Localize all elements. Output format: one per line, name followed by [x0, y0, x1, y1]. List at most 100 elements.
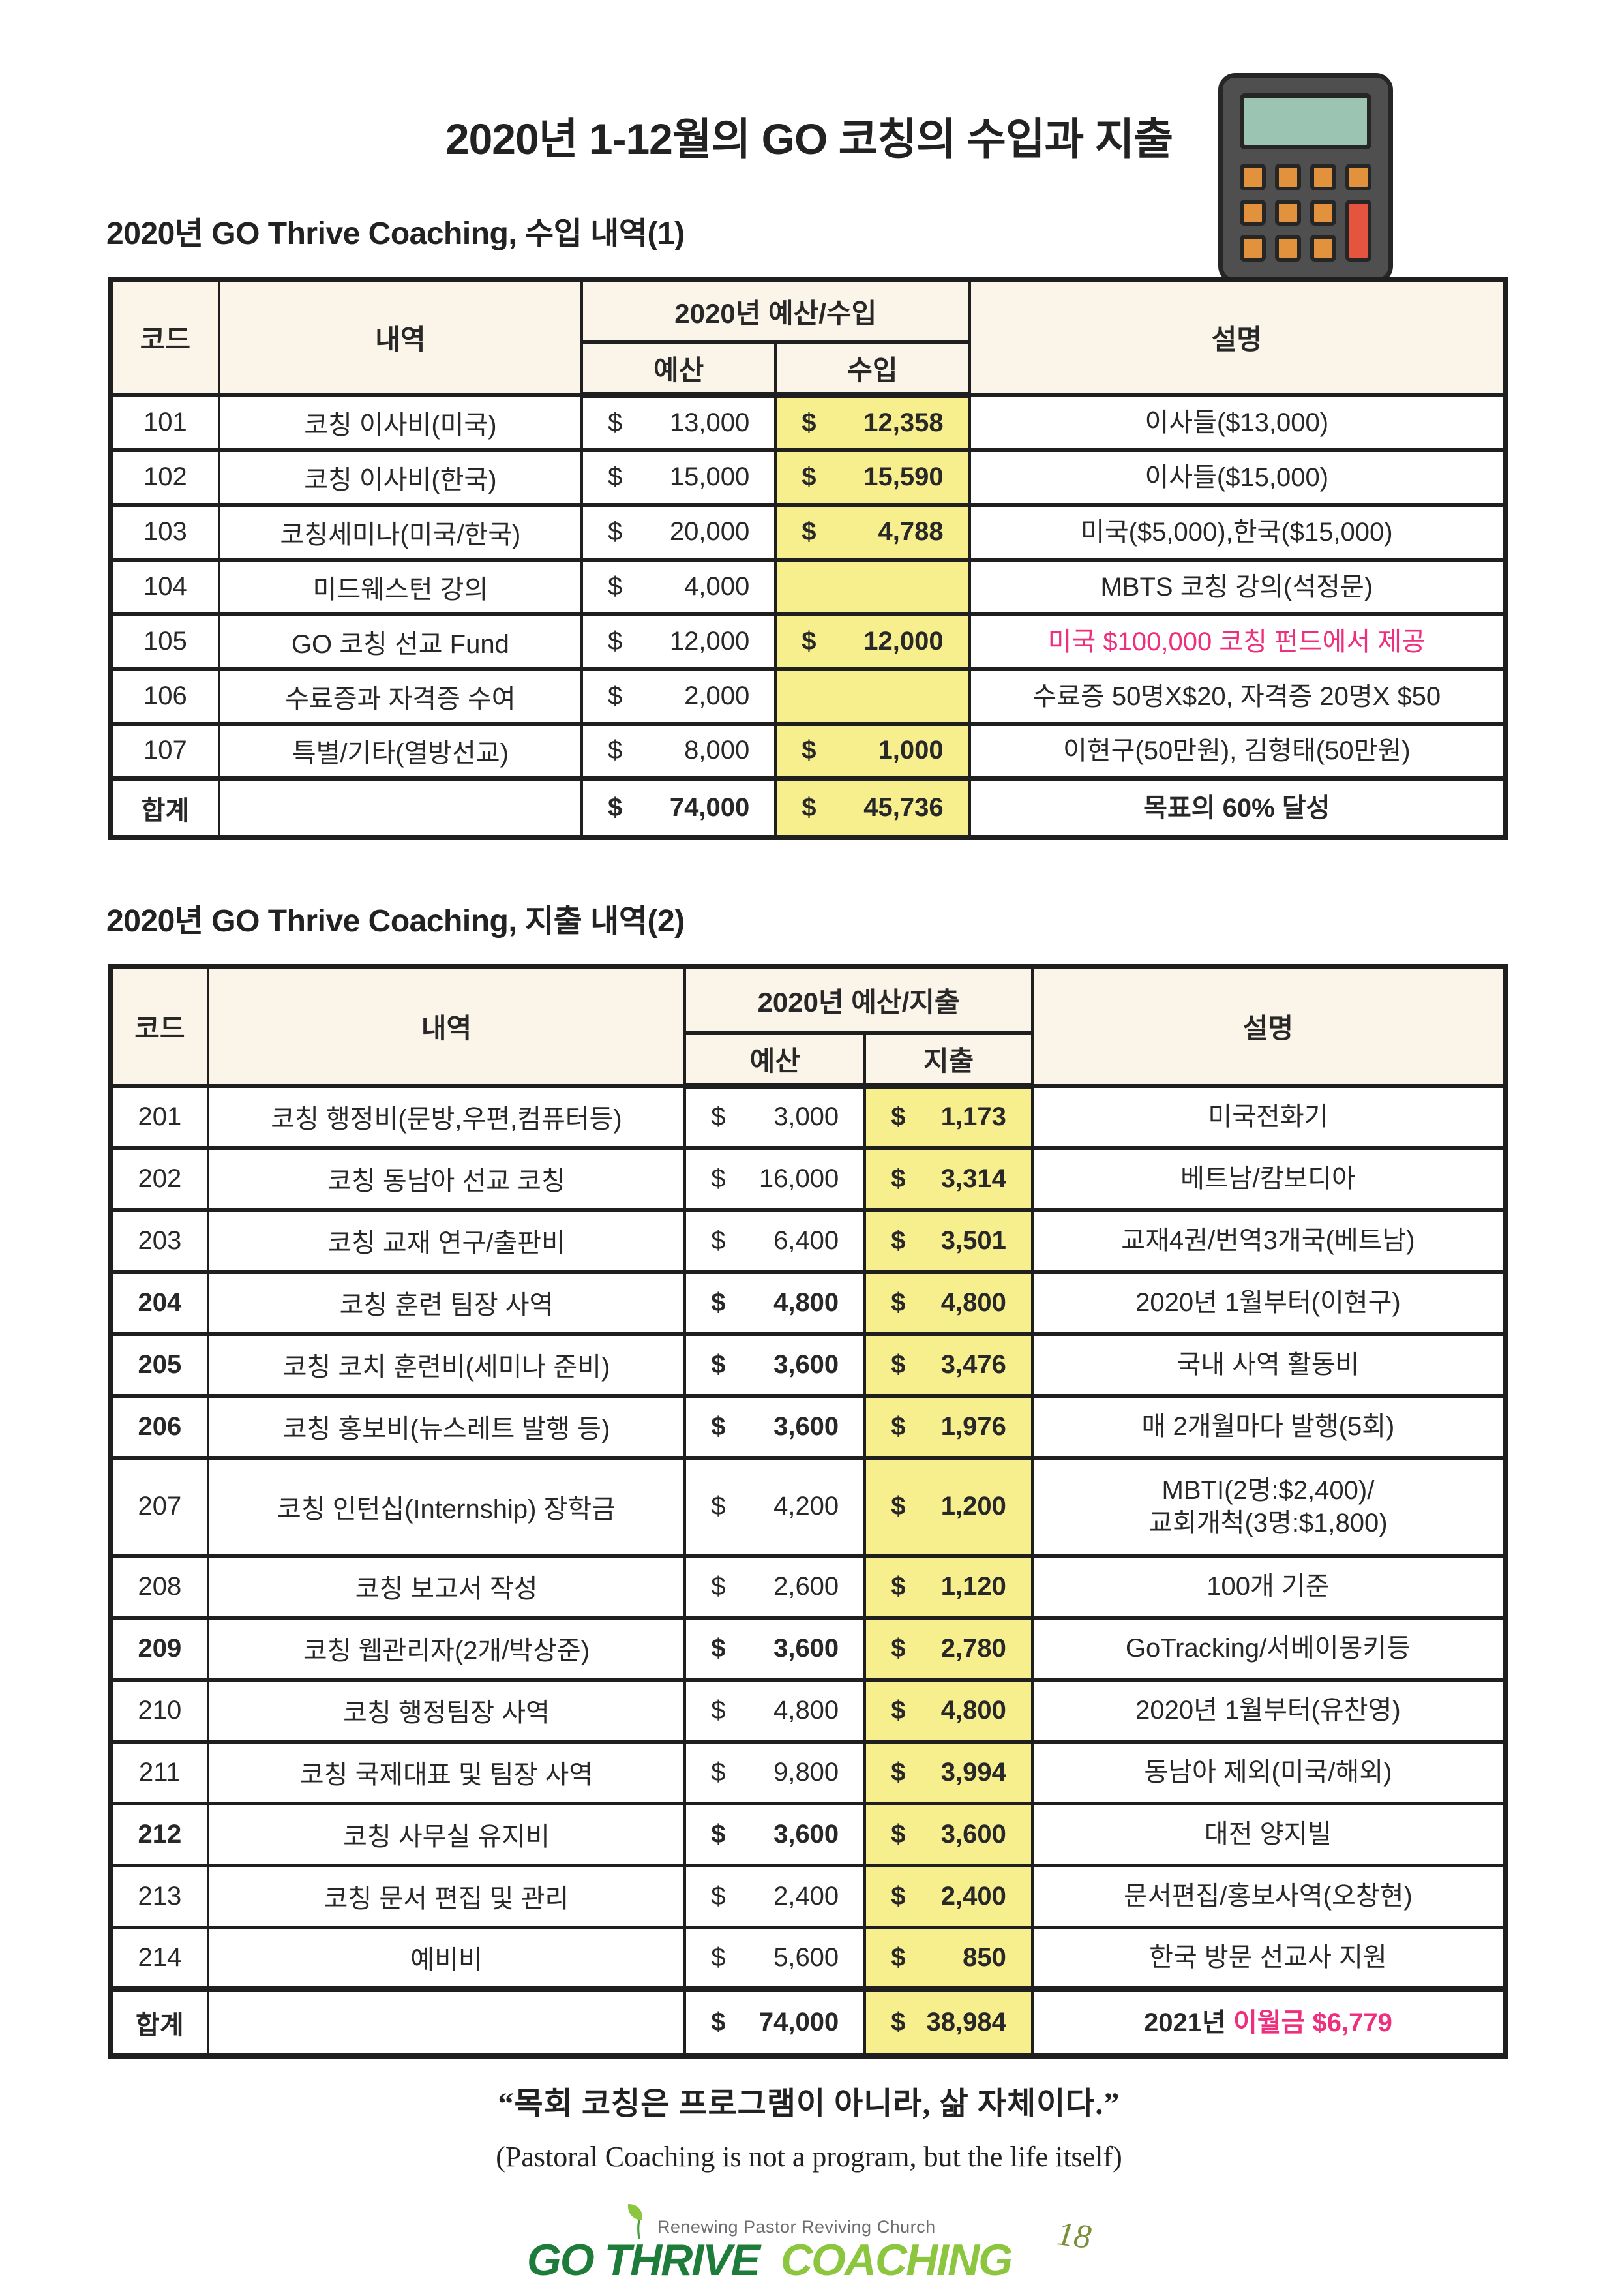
item-cell: 코칭 교재 연구/출판비	[206, 1207, 687, 1274]
currency-symbol: $	[607, 517, 623, 546]
description-cell: 국내 사역 활동비	[1030, 1331, 1507, 1398]
expense-header-code: 코드	[109, 965, 209, 1088]
income-header-group: 2020년 예산/수입	[580, 278, 971, 344]
item-cell: GO 코칭 선교 Fund	[217, 612, 583, 671]
budget-cell: $3,600	[683, 1393, 867, 1460]
amount-value: 2,400	[773, 1881, 839, 1911]
actual-cell: $1,976	[863, 1393, 1034, 1460]
currency-symbol: $	[891, 1102, 906, 1132]
amount-value: 74,000	[758, 2008, 839, 2037]
income-row-102: 102 코칭 이사비(한국) $15,000 $15,590 이사들($15,000)	[109, 447, 1507, 507]
budget-cell: $2,600	[683, 1553, 867, 1620]
actual-cell: $2,780	[863, 1615, 1034, 1682]
description-cell: 2021년 이월금 $6,779	[1030, 1986, 1507, 2058]
expense-row-213: 213 코칭 문서 편집 및 관리 $2,400 $2,400 문서편집/홍보사역(오창…	[109, 1863, 1507, 1929]
actual-cell: $1,000	[774, 721, 971, 781]
amount-value: 2,600	[773, 1571, 839, 1601]
calculator-key	[1310, 164, 1336, 190]
item-cell: 코칭 훈련 팀장 사역	[206, 1269, 687, 1336]
description-cell: 2020년 1월부터(이현구)	[1030, 1269, 1507, 1336]
amount-value: 850	[963, 1942, 1006, 1972]
actual-cell: $3,314	[863, 1145, 1034, 1212]
code-cell: 205	[109, 1331, 209, 1398]
income-header-budget: 예산	[580, 340, 777, 398]
expense-row-202: 202 코칭 동남아 선교 코칭 $16,000 $3,314 베트남/캄보디아	[109, 1145, 1507, 1212]
amount-value: 1,173	[940, 1102, 1006, 1132]
currency-symbol: $	[607, 572, 623, 601]
actual-cell: $12,000	[774, 612, 971, 671]
amount-value: 74,000	[669, 793, 750, 823]
currency-symbol: $	[711, 1350, 726, 1379]
budget-cell: $74,000	[580, 776, 777, 839]
amount-value: 5,600	[773, 1942, 839, 1972]
budget-cell: $16,000	[683, 1145, 867, 1212]
currency-symbol: $	[891, 1695, 906, 1725]
calculator-icon	[1218, 73, 1393, 283]
code-cell: 101	[109, 393, 220, 452]
currency-symbol: $	[891, 1492, 906, 1520]
currency-symbol: $	[711, 1102, 726, 1132]
currency-symbol: $	[711, 1695, 726, 1725]
actual-cell: $38,984	[863, 1986, 1034, 2058]
budget-cell: $13,000	[580, 393, 777, 452]
logo-wordmark: GO THRIVE COACHING	[526, 2235, 1013, 2285]
description-cell: 미국($5,000),한국($15,000)	[968, 502, 1507, 562]
income-header-item: 내역	[217, 278, 583, 397]
calculator-display	[1240, 93, 1371, 149]
currency-symbol: $	[607, 462, 623, 491]
actual-cell: $2,400	[863, 1863, 1034, 1929]
amount-value: 2,780	[940, 1633, 1006, 1663]
expense-header-actual: 지출	[863, 1031, 1034, 1089]
code-cell: 210	[109, 1677, 209, 1744]
expense-row-201: 201 코칭 행정비(문방,우편,컴퓨터등) $3,000 $1,173 미국전화기	[109, 1083, 1507, 1150]
description-cell: 이사들($13,000)	[968, 393, 1507, 452]
amount-value: 16,000	[758, 1164, 839, 1193]
calculator-key	[1310, 199, 1336, 226]
item-cell: 코칭 보고서 작성	[206, 1553, 687, 1620]
amount-value: 3,600	[773, 1350, 839, 1379]
item-cell: 수료증과 자격증 수여	[217, 667, 583, 726]
actual-cell: $4,788	[774, 502, 971, 562]
quote-korean: “목회 코칭은 프로그램이 아니라, 삶 자체이다.”	[498, 2087, 1120, 2121]
amount-value: 4,000	[684, 572, 750, 601]
budget-cell: $3,000	[683, 1083, 867, 1150]
item-cell: 코칭 코치 훈련비(세미나 준비)	[206, 1331, 687, 1398]
amount-value: 1,000	[878, 736, 944, 765]
page-number: 18	[1055, 2215, 1094, 2256]
income-row-105: 105 GO 코칭 선교 Fund $12,000 $12,000 미국 $100,00…	[109, 612, 1507, 671]
income-header-description: 설명	[968, 278, 1507, 397]
income-row-107: 107 특별/기타(열방선교) $8,000 $1,000 이현구(50만원), 김형태…	[109, 721, 1507, 781]
currency-symbol: $	[711, 1881, 726, 1911]
budget-cell: $20,000	[580, 502, 777, 562]
description-cell: 이사들($15,000)	[968, 447, 1507, 507]
expense-row-209: 209 코칭 웹관리자(2개/박상준) $3,600 $2,780 GoTracking…	[109, 1615, 1507, 1682]
budget-cell: $2,400	[683, 1863, 867, 1929]
code-cell: 214	[109, 1925, 209, 1991]
code-cell: 104	[109, 557, 220, 616]
description-cell: 문서편집/홍보사역(오창현)	[1030, 1863, 1507, 1929]
amount-value: 8,000	[684, 736, 750, 765]
code-cell: 103	[109, 502, 220, 562]
code-cell: 합계	[109, 1986, 209, 2058]
amount-value: 3,600	[940, 1819, 1006, 1849]
amount-value: 6,400	[773, 1226, 839, 1255]
item-cell	[206, 1986, 687, 2058]
calculator-key	[1240, 235, 1266, 262]
currency-symbol: $	[607, 682, 623, 710]
actual-cell: $4,800	[863, 1677, 1034, 1744]
expense-header-group: 2020년 예산/지출	[683, 965, 1034, 1035]
currency-symbol: $	[891, 1757, 906, 1787]
income-table: 코드 내역 2020년 예산/수입 설명 예산 수입 101 코칭 이사비(미국)…	[108, 277, 1508, 840]
expense-header-budget: 예산	[683, 1031, 867, 1089]
currency-symbol: $	[802, 408, 816, 437]
currency-symbol: $	[711, 1757, 726, 1787]
item-cell: 코칭 행정비(문방,우편,컴퓨터등)	[206, 1083, 687, 1150]
logo-text-go-thrive: GO THRIVE	[526, 2235, 760, 2285]
amount-value: 4,800	[773, 1695, 839, 1725]
amount-value: 3,476	[940, 1350, 1006, 1379]
currency-symbol: $	[711, 1633, 726, 1663]
income-row-106: 106 수료증과 자격증 수여 $2,000 수료증 50명X$20, 자격증 20명…	[109, 667, 1507, 726]
expense-row-204: 204 코칭 훈련 팀장 사역 $4,800 $4,800 2020년 1월부터(이현구…	[109, 1269, 1507, 1336]
budget-cell: $5,600	[683, 1925, 867, 1991]
